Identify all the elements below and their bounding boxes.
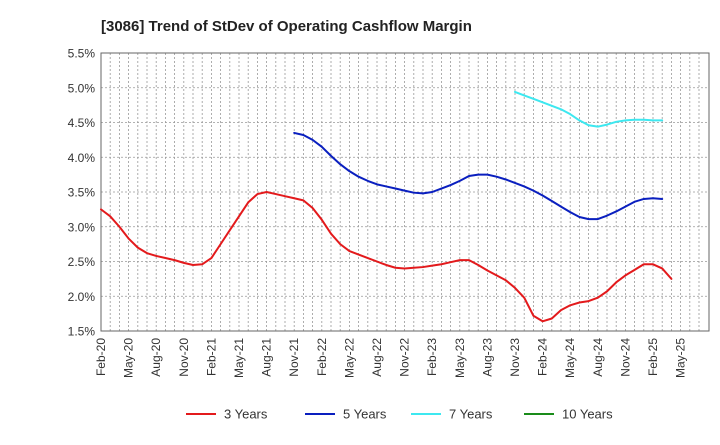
x-tick-label: May-20 <box>122 338 136 378</box>
y-tick-label: 3.0% <box>68 220 96 234</box>
x-tick-label: Feb-22 <box>315 338 329 376</box>
x-tick-label: Nov-23 <box>508 338 522 377</box>
legend-label: 10 Years <box>562 407 613 422</box>
x-tick-label: May-24 <box>563 338 577 378</box>
legend-label: 3 Years <box>224 407 268 422</box>
series-lines <box>100 90 673 323</box>
legend-label: 5 Years <box>343 407 387 422</box>
x-tick-label: Aug-21 <box>260 338 274 377</box>
x-tick-label: Aug-23 <box>480 338 494 377</box>
x-tick-label: Feb-24 <box>536 338 550 376</box>
x-tick-label: Feb-21 <box>204 338 218 376</box>
grid-lines <box>101 53 709 331</box>
plot-border <box>100 52 710 332</box>
x-tick-label: Aug-22 <box>370 338 384 377</box>
x-tick-label: Nov-21 <box>287 338 301 377</box>
x-tick-label: Aug-20 <box>149 338 163 377</box>
x-tick-label: Feb-23 <box>425 338 439 376</box>
series-line-3-years <box>100 191 673 323</box>
series-line-7-years <box>514 90 664 128</box>
y-tick-label: 1.5% <box>68 325 96 339</box>
chart-title: [3086] Trend of StDev of Operating Cashf… <box>101 18 472 35</box>
legend-label: 7 Years <box>449 407 493 422</box>
x-tick-label: Aug-24 <box>591 338 605 377</box>
y-tick-label: 5.0% <box>68 81 96 95</box>
y-tick-label: 5.5% <box>68 47 96 61</box>
x-tick-label: Nov-24 <box>618 338 632 377</box>
y-tick-label: 2.0% <box>68 290 96 304</box>
axes: 1.5% 2.0% 2.5% 3.0% 3.5% 4.0% 4.5% 5.0% 5.5% Feb-… <box>68 47 710 378</box>
x-tick-label: Feb-25 <box>646 338 660 376</box>
x-tick-label: Nov-22 <box>398 338 412 377</box>
x-tick-label: Feb-20 <box>94 338 108 376</box>
legend: 3 Years 5 Years 7 Years 10 Years <box>186 407 613 422</box>
y-tick-label: 3.5% <box>68 186 96 200</box>
x-tick-label: May-25 <box>674 338 688 378</box>
series-line-5-years <box>293 131 664 221</box>
x-tick-label: May-22 <box>342 338 356 378</box>
x-tick-label: Nov-20 <box>177 338 191 377</box>
x-tick-label: May-21 <box>232 338 246 378</box>
y-tick-label: 4.5% <box>68 116 96 130</box>
y-tick-label: 2.5% <box>68 255 96 269</box>
x-tick-label: May-23 <box>453 338 467 378</box>
y-tick-label: 4.0% <box>68 151 96 165</box>
